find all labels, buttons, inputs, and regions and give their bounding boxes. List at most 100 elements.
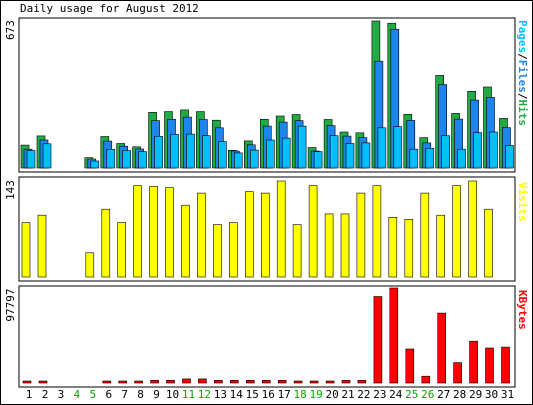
bar-pages-day-25	[409, 148, 419, 169]
x-tick-label-day-7: 7	[121, 388, 128, 401]
bar-visits-day-28	[452, 185, 461, 278]
x-tick-label-day-30: 30	[485, 388, 498, 401]
panel-kbytes	[18, 285, 516, 388]
x-tick-label-day-2: 2	[42, 388, 49, 401]
bar-kbytes-day-1	[22, 380, 32, 384]
x-tick-label-day-29: 29	[469, 388, 482, 401]
x-tick-label-day-13: 13	[214, 388, 227, 401]
bar-visits-day-5	[85, 252, 95, 278]
bar-kbytes-day-21	[341, 379, 351, 384]
legend-files: Files	[516, 60, 529, 93]
bar-visits-day-2	[37, 214, 47, 278]
bar-pages-day-7	[122, 150, 131, 169]
x-tick-label-day-15: 15	[246, 388, 259, 401]
bar-pages-day-11	[186, 133, 195, 169]
bar-visits-day-23	[372, 185, 382, 278]
bar-pages-day-23	[377, 127, 387, 169]
bar-kbytes-day-14	[230, 379, 239, 384]
x-tick-label-day-19: 19	[309, 388, 322, 401]
bar-pages-day-1	[26, 150, 36, 169]
x-tick-label-day-23: 23	[373, 388, 386, 401]
x-tick-label-day-17: 17	[278, 388, 291, 401]
bar-pages-day-29	[473, 132, 482, 169]
bar-kbytes-day-24	[389, 287, 399, 384]
bar-kbytes-day-29	[469, 340, 478, 384]
bar-kbytes-day-31	[501, 346, 510, 384]
x-tick-label-day-8: 8	[137, 388, 144, 401]
x-tick-label-day-10: 10	[166, 388, 179, 401]
x-tick-label-day-27: 27	[437, 388, 450, 401]
bar-pages-day-28	[457, 148, 466, 169]
legend-usage: Pages/Files/Hits	[516, 20, 529, 126]
bar-visits-day-16	[260, 192, 270, 278]
bar-pages-day-20	[329, 135, 339, 169]
bar-visits-day-10	[165, 187, 174, 278]
bar-visits-day-26	[420, 192, 430, 278]
x-tick-label-day-9: 9	[153, 388, 160, 401]
bar-visits-day-27	[436, 214, 446, 278]
chart-title: Daily usage for August 2012	[20, 2, 199, 15]
bar-kbytes-day-23	[373, 296, 383, 384]
x-tick-label-day-5: 5	[89, 388, 96, 401]
y-max-label-kbytes: 97797	[4, 288, 17, 321]
bar-kbytes-day-6	[102, 380, 112, 384]
bar-pages-day-8	[138, 151, 147, 169]
bar-pages-day-15	[250, 149, 259, 169]
bar-kbytes-day-15	[246, 379, 255, 384]
bar-pages-day-12	[202, 135, 211, 169]
legend-visits: Visits	[516, 182, 529, 222]
bar-pages-day-26	[425, 148, 435, 169]
bar-visits-day-11	[181, 204, 190, 278]
bar-pages-day-6	[106, 149, 116, 169]
bar-kbytes-day-26	[421, 375, 431, 384]
bar-kbytes-day-20	[325, 380, 335, 384]
x-tick-label-day-4: 4	[73, 388, 80, 401]
x-tick-label-day-28: 28	[453, 388, 466, 401]
bar-pages-day-13	[218, 141, 227, 169]
bar-visits-day-24	[388, 217, 398, 278]
x-tick-label-day-20: 20	[325, 388, 338, 401]
bar-visits-day-25	[404, 219, 414, 278]
bar-visits-day-29	[468, 180, 477, 278]
bar-pages-day-5	[90, 160, 100, 169]
bar-kbytes-day-22	[357, 379, 367, 384]
y-max-label-visits: 143	[4, 180, 17, 200]
x-tick-label-day-3: 3	[58, 388, 65, 401]
bar-kbytes-day-12	[198, 378, 207, 384]
bar-pages-day-9	[154, 136, 163, 169]
bar-visits-day-15	[245, 191, 254, 278]
x-tick-label-day-1: 1	[26, 388, 33, 401]
x-tick-label-day-22: 22	[357, 388, 370, 401]
bar-pages-day-16	[265, 139, 275, 169]
bar-pages-day-31	[505, 145, 514, 169]
bar-pages-day-22	[361, 142, 371, 169]
bar-visits-day-21	[340, 213, 350, 278]
x-tick-label-day-14: 14	[230, 388, 244, 401]
bar-kbytes-day-11	[182, 378, 191, 384]
legend-pages: Pages	[516, 20, 529, 53]
bar-visits-day-20	[324, 213, 334, 278]
x-tick-label-day-18: 18	[293, 388, 306, 401]
bar-pages-day-10	[170, 134, 179, 169]
x-tick-label-day-25: 25	[405, 388, 418, 401]
bar-visits-day-19	[308, 185, 318, 278]
bar-kbytes-day-25	[405, 348, 415, 384]
bar-kbytes-day-8	[134, 380, 143, 384]
bar-pages-day-19	[313, 151, 323, 169]
x-tick-label-day-21: 21	[341, 388, 354, 401]
bar-visits-day-14	[229, 222, 238, 278]
bar-kbytes-day-13	[214, 379, 223, 384]
bar-visits-day-12	[197, 192, 206, 278]
bar-visits-day-9	[149, 186, 158, 278]
bar-visits-day-22	[356, 192, 366, 278]
bar-visits-day-6	[101, 208, 111, 278]
bar-pages-day-24	[393, 126, 403, 169]
y-max-label-usage: 673	[4, 20, 17, 40]
bar-kbytes-day-2	[38, 380, 48, 384]
bar-pages-day-27	[441, 135, 451, 169]
x-tick-label-day-12: 12	[198, 388, 211, 401]
bar-kbytes-day-27	[437, 312, 447, 384]
bar-visits-day-30	[484, 208, 493, 278]
chart-marks: 1 2 3 4 5 6 7 8 9 10 11 12 13 14 15 16 17 18 19 20 21 22 23 24 2…	[20, 20, 514, 401]
